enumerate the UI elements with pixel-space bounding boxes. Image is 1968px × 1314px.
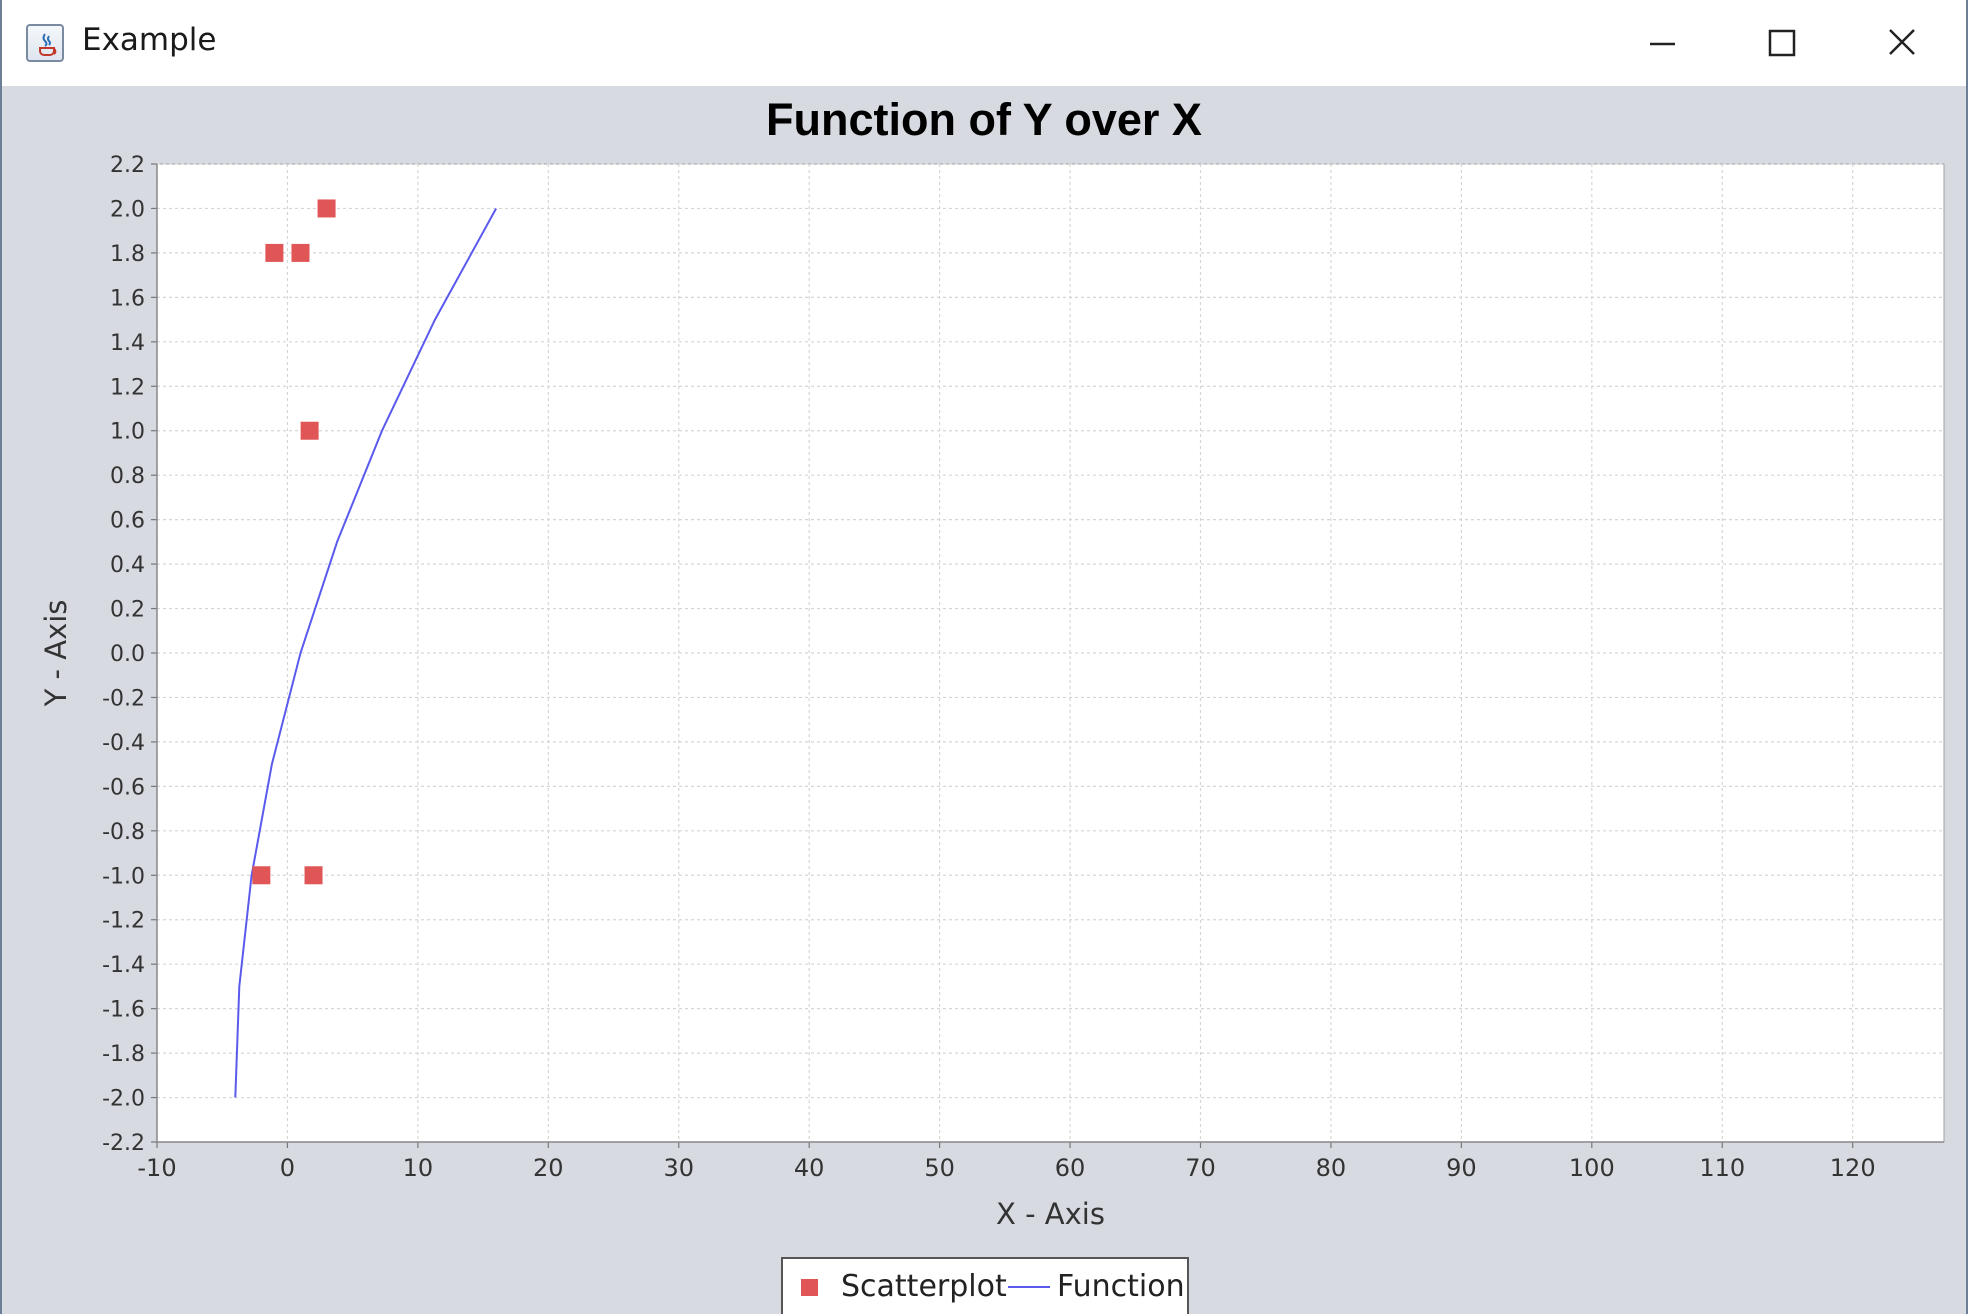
window-title: Example <box>82 22 217 58</box>
title-bar[interactable]: Example <box>2 0 1966 86</box>
y-tick-label: 1.6 <box>110 286 145 311</box>
y-tick-label: 2.0 <box>110 197 145 222</box>
x-tick-label: 70 <box>1185 1154 1216 1182</box>
y-tick-label: 1.8 <box>110 242 145 267</box>
close-button[interactable] <box>1872 18 1932 68</box>
x-tick-label: 30 <box>663 1154 694 1182</box>
maximize-icon <box>1768 29 1796 57</box>
y-tick-label: -1.0 <box>102 864 145 889</box>
scatter-point <box>317 199 336 218</box>
legend-label-function: Function <box>1057 1269 1185 1304</box>
x-tick-label: 20 <box>533 1154 564 1182</box>
maximize-button[interactable] <box>1752 18 1812 68</box>
scatter-point <box>300 421 319 440</box>
y-tick-label: 0.0 <box>110 642 145 667</box>
x-tick-label: 100 <box>1569 1154 1615 1182</box>
x-tick-label: 90 <box>1446 1154 1477 1182</box>
y-tick-label: -1.8 <box>102 1042 145 1067</box>
x-tick-label: 50 <box>924 1154 955 1182</box>
minimize-icon <box>1650 42 1675 46</box>
scatter-point <box>265 243 284 262</box>
x-axis-label: X - Axis <box>996 1197 1105 1231</box>
scatter-point <box>304 866 323 885</box>
y-tick-label: 1.0 <box>110 420 145 445</box>
y-tick-label: 1.4 <box>110 331 145 356</box>
y-tick-label: 0.4 <box>110 553 145 578</box>
x-tick-label: -10 <box>137 1154 176 1182</box>
x-tick-label: 60 <box>1055 1154 1086 1182</box>
y-tick-label: -0.8 <box>102 820 145 845</box>
function-line <box>234 208 497 1098</box>
scatter-point <box>252 866 271 885</box>
y-tick-label: 0.6 <box>110 509 145 534</box>
y-axis-label: Y - Axis <box>39 600 73 708</box>
chart-legend: Scatterplot Function <box>781 1257 1189 1314</box>
close-icon <box>1889 29 1915 55</box>
x-tick-label: 0 <box>280 1154 295 1182</box>
x-tick-label: 110 <box>1699 1154 1745 1182</box>
y-tick-label: 2.2 <box>110 153 145 178</box>
x-tick-label: 40 <box>794 1154 825 1182</box>
y-tick-label: -2.0 <box>102 1087 145 1112</box>
y-tick-label: -0.4 <box>102 731 145 756</box>
y-tick-label: 0.2 <box>110 598 145 623</box>
x-tick-label: 80 <box>1316 1154 1347 1182</box>
y-tick-label: -0.6 <box>102 775 145 800</box>
y-tick-label: -1.6 <box>102 998 145 1023</box>
function-legend-line <box>1008 1286 1050 1288</box>
y-tick-label: 1.2 <box>110 375 145 400</box>
y-tick-label: -0.2 <box>102 686 145 711</box>
java-cup-icon <box>26 24 64 62</box>
y-tick-label: -1.2 <box>102 909 145 934</box>
y-tick-label: -1.4 <box>102 953 145 978</box>
y-tick-label: -2.2 <box>102 1131 145 1156</box>
legend-label-scatterplot: Scatterplot <box>841 1269 1007 1304</box>
x-tick-label: 10 <box>403 1154 434 1182</box>
x-tick-label: 120 <box>1830 1154 1876 1182</box>
minimize-button[interactable] <box>1632 18 1692 68</box>
scatterplot-legend-marker <box>801 1279 818 1296</box>
scatter-point <box>291 243 310 262</box>
chart-title: Function of Y over X <box>766 94 1202 145</box>
y-tick-label: 0.8 <box>110 464 145 489</box>
